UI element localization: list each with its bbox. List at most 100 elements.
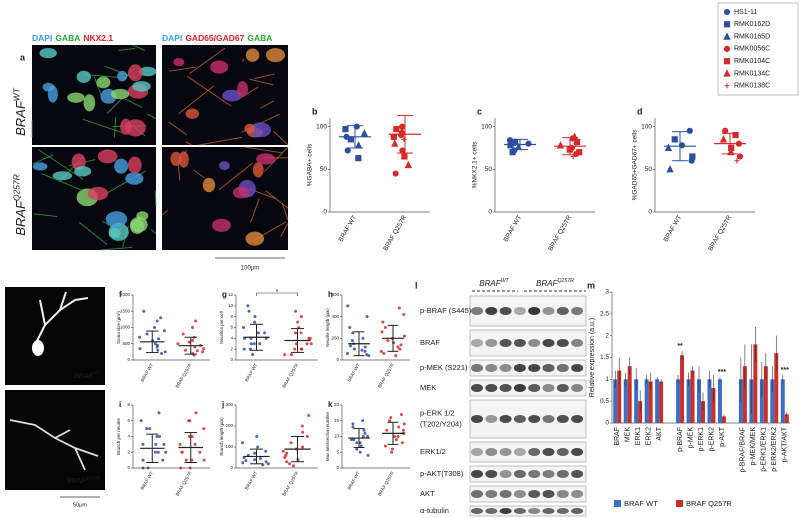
bar bbox=[613, 379, 618, 423]
y-tick-label: 0 bbox=[230, 357, 233, 362]
y-tick-label: 600 bbox=[331, 292, 339, 297]
dot bbox=[289, 441, 293, 445]
legend-swatch bbox=[614, 500, 621, 507]
panel-label: h bbox=[328, 290, 333, 299]
legend-label: HS1-11 bbox=[734, 9, 757, 16]
y-tick-label: 100 bbox=[225, 444, 233, 449]
x-tick-label: ERK1 bbox=[635, 427, 642, 445]
marker bbox=[404, 160, 413, 169]
blot-label: ERK1/2 bbox=[420, 447, 446, 456]
band bbox=[571, 339, 584, 347]
dot bbox=[366, 453, 370, 457]
band bbox=[513, 448, 526, 456]
dot bbox=[198, 450, 202, 454]
dot bbox=[157, 337, 161, 341]
y-tick-label: 2 bbox=[127, 449, 130, 454]
cell bbox=[202, 177, 216, 193]
dot bbox=[292, 464, 296, 468]
dot bbox=[351, 425, 355, 429]
neurite bbox=[125, 98, 143, 108]
y-tick-label: 400 bbox=[331, 314, 339, 319]
cell bbox=[178, 151, 189, 168]
band bbox=[471, 448, 483, 456]
dot bbox=[141, 466, 145, 470]
dot bbox=[159, 316, 163, 320]
band bbox=[513, 508, 526, 514]
cell bbox=[170, 151, 182, 167]
bar bbox=[780, 379, 785, 423]
y-tick-label: 100 bbox=[641, 123, 652, 130]
x-tick-label: p-MEK bbox=[687, 427, 694, 449]
blot-label: AKT bbox=[420, 489, 435, 498]
dot bbox=[139, 419, 143, 423]
cell bbox=[71, 153, 86, 171]
dot bbox=[393, 435, 397, 438]
dot bbox=[253, 315, 257, 319]
marker bbox=[525, 140, 532, 147]
marker bbox=[723, 45, 731, 53]
band bbox=[542, 384, 555, 392]
legend-label: RMK0134C bbox=[734, 70, 770, 77]
panel-label: j bbox=[221, 400, 224, 409]
band bbox=[485, 384, 498, 392]
marker bbox=[734, 158, 740, 164]
band bbox=[485, 364, 498, 372]
cell bbox=[87, 186, 109, 201]
dot bbox=[363, 431, 367, 435]
dot bbox=[385, 428, 389, 432]
dot bbox=[366, 435, 370, 438]
band bbox=[571, 470, 584, 478]
neurite bbox=[132, 44, 145, 51]
marker bbox=[689, 153, 696, 160]
cell bbox=[212, 218, 231, 232]
band bbox=[471, 364, 483, 372]
band bbox=[485, 508, 498, 514]
band bbox=[485, 307, 498, 315]
dot bbox=[363, 345, 367, 349]
blot-strip bbox=[469, 465, 587, 483]
dot bbox=[396, 345, 400, 349]
marker bbox=[360, 129, 369, 137]
cell bbox=[245, 48, 260, 62]
dot bbox=[355, 441, 359, 445]
neurite bbox=[177, 163, 181, 181]
marker bbox=[722, 127, 729, 134]
neurite bbox=[151, 229, 157, 235]
dot bbox=[400, 441, 404, 445]
channel-name: GAD65/GAD67 bbox=[185, 33, 244, 43]
dot bbox=[153, 342, 157, 346]
dot bbox=[360, 348, 364, 352]
blot-strip bbox=[469, 505, 587, 517]
panel-label: l bbox=[415, 280, 418, 290]
neurite bbox=[280, 222, 289, 237]
dot bbox=[361, 419, 365, 423]
x-tick-label: p-ERK1 bbox=[698, 427, 705, 452]
band bbox=[513, 339, 526, 347]
dot bbox=[138, 335, 142, 339]
dot bbox=[202, 347, 206, 351]
band bbox=[513, 384, 526, 392]
bar bbox=[680, 355, 685, 423]
legend-label: RMK0056C bbox=[734, 46, 770, 53]
dot bbox=[296, 320, 300, 324]
cell bbox=[96, 76, 111, 89]
neurite bbox=[78, 222, 108, 245]
y-tick-label: 0 bbox=[323, 209, 327, 216]
dot bbox=[299, 331, 303, 335]
significance-label: *** bbox=[718, 369, 726, 376]
dot bbox=[251, 353, 255, 357]
genotype-sup: WT bbox=[12, 87, 22, 101]
dot bbox=[348, 326, 352, 329]
y-axis-label: Neurite length (µm) bbox=[325, 308, 330, 347]
dot bbox=[180, 450, 184, 454]
dot bbox=[399, 412, 403, 416]
legend-label: RMK0138C bbox=[734, 83, 770, 90]
dot bbox=[253, 320, 257, 324]
dot bbox=[178, 442, 182, 446]
y-tick-label: 0 bbox=[648, 209, 652, 216]
channel-name: NKX2.1 bbox=[83, 33, 113, 43]
band bbox=[542, 448, 555, 456]
band bbox=[556, 470, 569, 478]
dot bbox=[285, 460, 289, 464]
dot bbox=[388, 419, 392, 423]
